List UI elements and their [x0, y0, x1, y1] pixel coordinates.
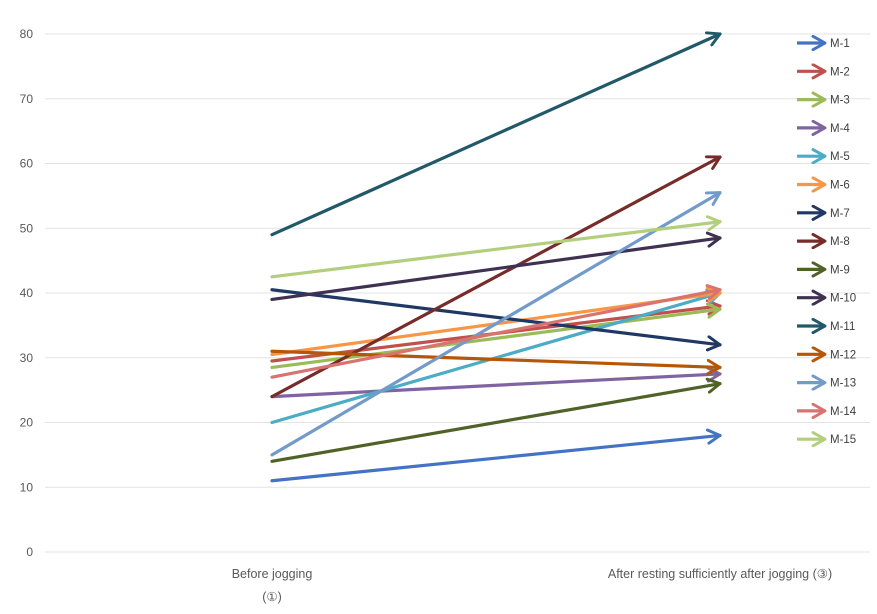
series-line-m-13: [270, 191, 722, 457]
x-category-sublabel-1: (①): [262, 590, 282, 604]
gridlines: [45, 33, 870, 553]
series-line-m-10: [270, 238, 722, 302]
series-line-m-7: [270, 288, 722, 345]
series-line-m-14: [270, 290, 722, 379]
x-category-label-2: After resting sufficiently after jogging…: [608, 567, 832, 581]
legend-label-m-2: M-2: [830, 66, 850, 78]
y-tick-label-20: 20: [20, 416, 34, 430]
y-tick-label-80: 80: [20, 27, 34, 41]
series-line-m-9: [270, 384, 722, 463]
series-line-m-1: [270, 435, 722, 483]
series-line-m-8: [270, 157, 722, 399]
series-line-m-15: [270, 222, 722, 279]
series-line-m-4: [270, 374, 722, 399]
y-tick-label-40: 40: [20, 286, 34, 300]
legend-label-m-1: M-1: [830, 38, 850, 50]
legend-label-m-14: M-14: [830, 406, 857, 418]
legend-label-m-5: M-5: [830, 151, 850, 163]
y-tick-label-0: 0: [26, 545, 33, 559]
legend: M-1 M-2 M-3 M-4 M-5 M-6 M-7 M-8 M-9 M-10 M-11 M-12 M…: [797, 38, 857, 446]
y-tick-label-70: 70: [20, 92, 34, 106]
legend-label-m-13: M-13: [830, 378, 856, 390]
y-axis-tick-labels: 0 10 20 30 40 50 60 70 80: [20, 27, 34, 559]
legend-label-m-8: M-8: [830, 236, 850, 248]
y-tick-label-30: 30: [20, 351, 34, 365]
y-tick-label-60: 60: [20, 157, 34, 171]
legend-label-m-9: M-9: [830, 264, 850, 276]
x-axis-category-labels: Before jogging (①) After resting sufficien…: [232, 567, 832, 604]
legend-label-m-11: M-11: [830, 321, 855, 333]
y-tick-label-50: 50: [20, 221, 34, 235]
legend-label-m-15: M-15: [830, 434, 856, 446]
legend-label-m-4: M-4: [830, 123, 850, 135]
series-line-m-11: [270, 34, 722, 237]
x-category-label-1: Before jogging: [232, 567, 313, 581]
legend-label-m-7: M-7: [830, 208, 850, 220]
series-line-m-5: [270, 293, 722, 425]
legend-label-m-12: M-12: [830, 349, 856, 361]
series-line-m-12: [270, 349, 722, 367]
legend-label-m-6: M-6: [830, 180, 850, 192]
y-tick-label-10: 10: [20, 480, 34, 494]
series-lines: [270, 34, 722, 483]
legend-label-m-3: M-3: [830, 95, 850, 107]
legend-label-m-10: M-10: [830, 293, 856, 305]
